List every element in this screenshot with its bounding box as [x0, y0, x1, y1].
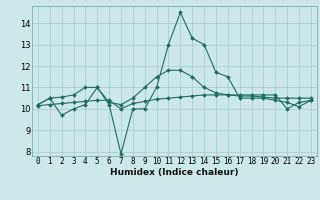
X-axis label: Humidex (Indice chaleur): Humidex (Indice chaleur): [110, 168, 239, 177]
